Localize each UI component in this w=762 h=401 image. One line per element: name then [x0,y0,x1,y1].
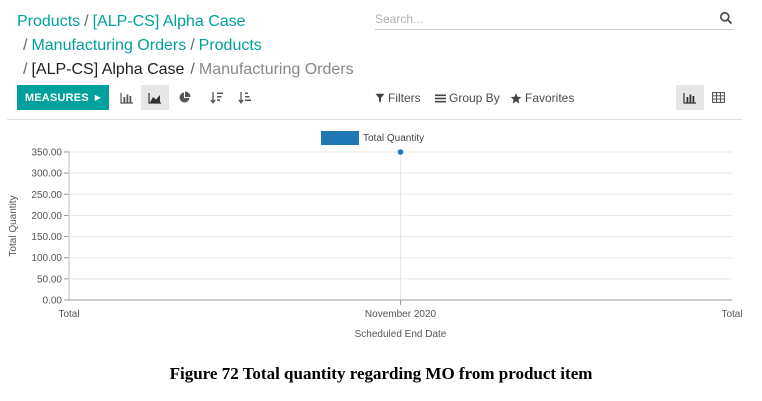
breadcrumb-alpha-case-2[interactable]: [ALP-CS] Alpha Case [31,61,185,78]
y-tick-label: 250.00 [31,190,62,201]
star-icon [510,92,522,103]
y-axis-ticks: 0.00 50.00 100.00 150.00 200.00 250.00 300.00 3… [31,148,69,307]
breadcrumb-separator: / [23,61,28,78]
y-tick-label: 350.00 [31,148,62,159]
breadcrumb-separator: / [190,61,195,78]
y-tick-label: 100.00 [31,253,62,264]
sort-ascending-button[interactable] [231,85,259,110]
x-axis-labels: Total November 2020 Total [58,300,743,320]
filters-button[interactable]: Filters [375,88,421,108]
measures-button[interactable]: MEASURES ▶ [17,85,109,110]
y-tick-label: 300.00 [31,169,62,180]
chart-grid [69,151,732,300]
legend-label: Total Quantity [363,133,424,144]
figure-caption: Figure 72 Total quantity regarding MO fr… [169,364,593,383]
y-tick-label: 50.00 [37,274,62,285]
graph-view-button[interactable] [676,85,704,110]
measures-label: MEASURES [24,91,89,104]
breadcrumb-manufacturing-orders[interactable]: Manufacturing Orders [31,37,187,54]
x-tick-label-right: Total [721,309,742,320]
breadcrumb-alpha-case[interactable]: [ALP-CS] Alpha Case [92,13,246,30]
y-axis-title: Total Quantity [8,195,19,256]
line-chart: Total Quantity 0.00 50.00 100.00 150.00 200.… [8,131,743,340]
legend-swatch[interactable] [321,131,359,145]
area-chart-icon [148,92,161,104]
filters-label: Filters [388,91,421,105]
y-tick-label: 200.00 [31,211,62,222]
data-points [397,149,404,155]
breadcrumb-current: Manufacturing Orders [198,61,354,78]
pie-chart-button[interactable] [170,85,198,110]
sort-descending-icon [210,92,223,104]
chart-legend: Total Quantity [321,131,424,145]
sort-descending-button[interactable] [203,85,231,110]
search-input[interactable] [375,9,705,29]
x-tick-label-left: Total [58,309,79,320]
breadcrumb-line-2: / Manufacturing Orders / Products [17,34,367,58]
group-by-button[interactable]: Group By [435,88,500,108]
area-chart-button[interactable] [141,85,169,110]
sort-ascending-icon [238,92,251,104]
filter-icon [375,93,385,103]
pivot-view-icon [711,92,725,103]
group-by-icon [435,94,446,102]
graph-view-icon [683,92,696,104]
data-point[interactable] [397,149,404,155]
breadcrumb-separator: / [23,37,28,54]
breadcrumb-products-2[interactable]: Products [198,37,262,54]
x-axis-title: Scheduled End Date [355,329,447,340]
pivot-view-button[interactable] [704,85,732,110]
breadcrumb-line-1: Products / [ALP-CS] Alpha Case [17,10,367,34]
breadcrumb-separator: / [190,37,195,54]
search-bar [375,8,733,30]
breadcrumb-products[interactable]: Products [17,13,81,30]
x-tick-label: November 2020 [365,309,437,320]
y-tick-label: 0.00 [43,296,63,307]
pie-chart-icon [179,91,190,103]
bar-chart-button[interactable] [113,85,141,110]
favorites-label: Favorites [525,91,575,105]
search-icon[interactable] [719,11,733,25]
breadcrumb-separator: / [84,13,89,30]
bar-chart-icon [120,92,133,104]
y-tick-label: 150.00 [31,232,62,243]
group-by-label: Group By [449,91,500,105]
favorites-button[interactable]: Favorites [510,88,574,108]
toolbar-divider [7,119,742,120]
breadcrumb: Products / [ALP-CS] Alpha Case / Manufactur… [17,10,367,82]
breadcrumb-line-3: / [ALP-CS] Alpha Case / Manufacturing Order… [17,58,367,82]
caret-right-icon: ▶ [94,93,102,102]
